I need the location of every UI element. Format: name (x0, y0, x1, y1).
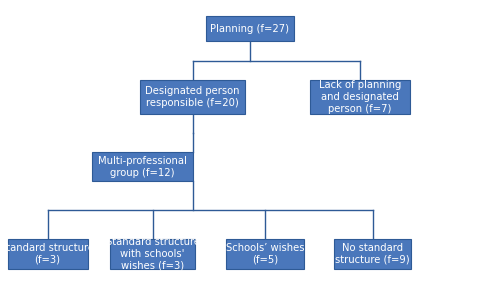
FancyBboxPatch shape (206, 16, 294, 41)
FancyBboxPatch shape (8, 239, 87, 268)
Text: Lack of planning
and designated
person (f=7): Lack of planning and designated person (… (319, 80, 401, 114)
FancyBboxPatch shape (226, 239, 304, 268)
FancyBboxPatch shape (310, 80, 410, 114)
Text: Schools’ wishes
(f=5): Schools’ wishes (f=5) (226, 243, 304, 265)
Text: Planning (f=27): Planning (f=27) (210, 23, 290, 34)
Text: No standard
structure (f=9): No standard structure (f=9) (335, 243, 410, 265)
Text: Designated person
responsible (f=20): Designated person responsible (f=20) (145, 86, 240, 108)
FancyBboxPatch shape (110, 239, 195, 268)
FancyBboxPatch shape (140, 80, 245, 114)
Text: Multi-professional
group (f=12): Multi-professional group (f=12) (98, 156, 187, 178)
FancyBboxPatch shape (334, 239, 411, 268)
Text: Standard structure
with schools'
wishes (f=3): Standard structure with schools' wishes … (106, 237, 200, 271)
FancyBboxPatch shape (92, 152, 192, 181)
Text: Standard structure
(f=3): Standard structure (f=3) (0, 243, 94, 265)
